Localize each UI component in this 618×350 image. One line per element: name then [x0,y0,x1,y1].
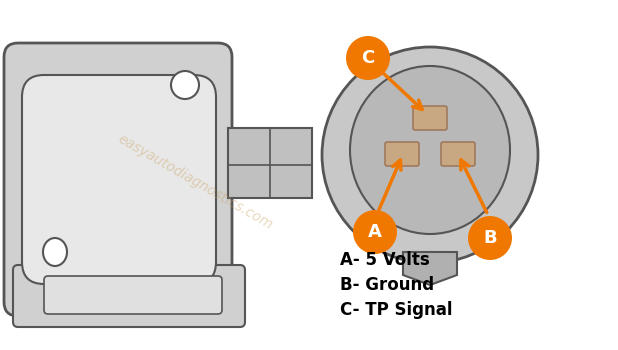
Text: C: C [362,49,375,67]
Circle shape [468,216,512,260]
FancyBboxPatch shape [385,142,419,166]
Circle shape [353,210,397,254]
Ellipse shape [171,71,199,99]
FancyBboxPatch shape [441,142,475,166]
Circle shape [322,47,538,263]
FancyBboxPatch shape [13,265,245,327]
Text: B: B [483,229,497,247]
Text: C- TP Signal: C- TP Signal [340,301,452,319]
Text: A- 5 Volts: A- 5 Volts [340,251,430,269]
FancyBboxPatch shape [44,276,222,314]
Text: A: A [368,223,382,241]
Text: B- Ground: B- Ground [340,276,434,294]
Polygon shape [228,128,312,198]
FancyBboxPatch shape [413,106,447,130]
Polygon shape [403,252,457,285]
Circle shape [346,36,390,80]
FancyBboxPatch shape [4,43,232,316]
Ellipse shape [43,238,67,266]
Ellipse shape [350,66,510,234]
FancyBboxPatch shape [22,75,216,284]
Text: easyautodiagnostics.com: easyautodiagnostics.com [115,132,275,232]
